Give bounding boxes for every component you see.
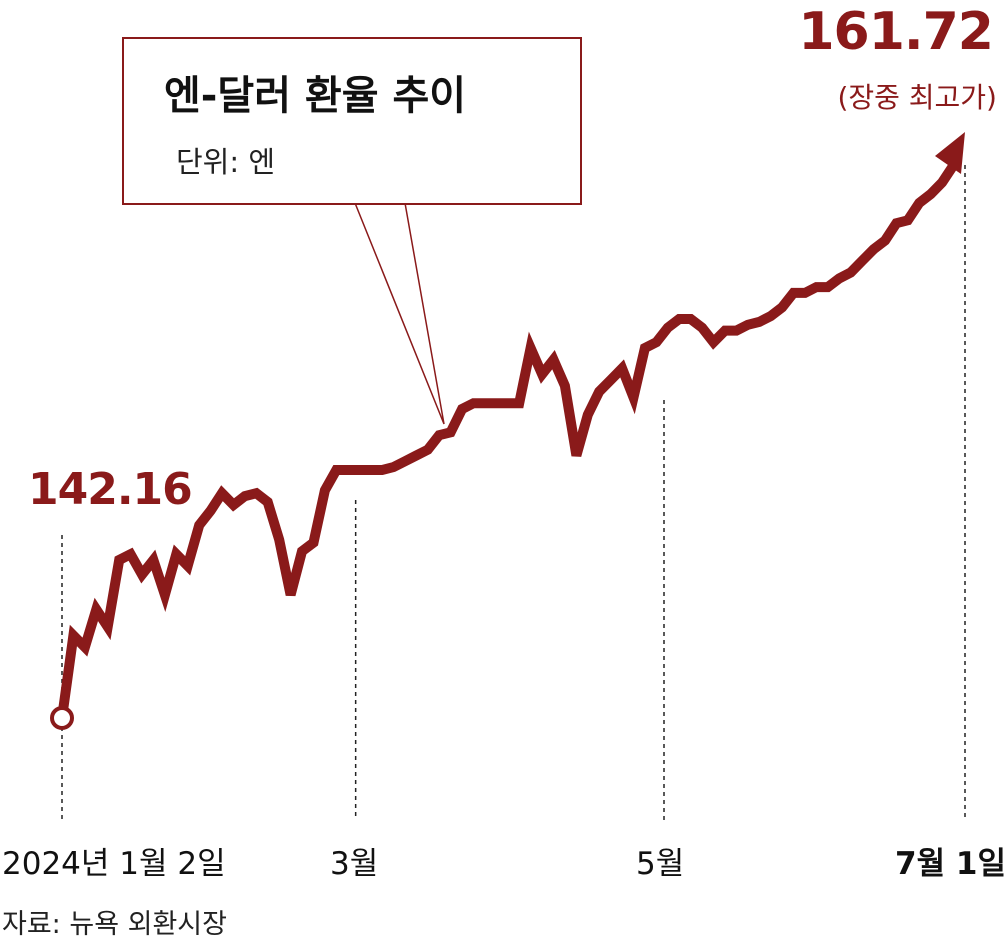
- end-value-note: (장중 최고가): [837, 81, 997, 114]
- unit-label: 단위: 엔: [176, 145, 276, 179]
- start-value-label: 142.16: [28, 464, 193, 515]
- end-value-label: 161.72: [798, 2, 994, 62]
- chart-title: 엔-달러 환율 추이: [164, 73, 467, 119]
- title-box: 엔-달러 환율 추이 단위: 엔: [122, 37, 582, 205]
- x-tick-label: 7월 1일: [895, 846, 1005, 882]
- x-tick-label: 2024년 1월 2일: [2, 846, 226, 882]
- x-tick-label: 3월: [330, 846, 379, 882]
- series-line: [57, 157, 962, 719]
- tick-guide-lines: [61, 165, 966, 820]
- callout-pointer: [354, 202, 445, 425]
- end-arrowhead: [935, 132, 965, 174]
- source-label: 자료: 뉴욕 외환시장: [2, 909, 227, 940]
- start-marker: [50, 706, 74, 730]
- x-tick-label: 5월: [636, 846, 685, 882]
